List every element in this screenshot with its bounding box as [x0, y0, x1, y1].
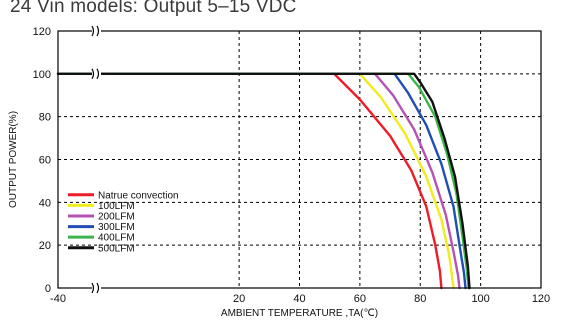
legend-label: Natrue convection — [98, 190, 179, 201]
y-axis-label: OUTPUT POWER(%) — [8, 111, 19, 208]
x-tick-label: 80 — [414, 293, 426, 305]
series-line-200lfm — [56, 72, 461, 290]
series-line-400lfm — [56, 72, 470, 290]
x-tick-label: 20 — [233, 293, 245, 305]
legend-label: 400LFM — [98, 233, 135, 244]
legend-label: 300LFM — [98, 222, 135, 233]
y-tick-label: 20 — [39, 240, 51, 252]
axis-break-gap — [92, 282, 101, 294]
axis-break-mark — [91, 25, 100, 37]
y-tick-label: 60 — [39, 155, 51, 167]
legend: Natrue convection100LFM200LFM300LFM400LF… — [68, 190, 179, 254]
axis-break-mark — [91, 68, 100, 80]
axis-break-marks — [91, 25, 101, 294]
legend-label: 100LFM — [98, 201, 135, 212]
series-lines — [56, 72, 471, 290]
y-tick-label: 40 — [39, 197, 51, 209]
axis-break-mark — [91, 282, 100, 294]
y-tick-label: 100 — [33, 69, 51, 81]
plot-frame — [57, 30, 542, 289]
series-line-100lfm — [56, 72, 455, 290]
x-tick-label: -40 — [50, 293, 66, 305]
legend-label: 500LFM — [98, 243, 135, 254]
legend-label: 200LFM — [98, 211, 135, 222]
chart-title: 24 Vin models: Output 5–15 VDC — [10, 0, 297, 17]
axis-break-gap — [92, 25, 101, 37]
x-tick-label: 60 — [354, 293, 366, 305]
axis-break-gap — [92, 67, 101, 80]
series-line-300lfm — [56, 72, 467, 290]
x-tick-label: 120 — [532, 293, 550, 305]
series-line-natrue-convection — [56, 72, 443, 290]
y-tick-label: 80 — [39, 112, 51, 124]
tick-labels: -40 20 40 60 80 100 120 0 20 40 60 80 100 120 — [33, 26, 551, 305]
y-tick-label: 0 — [45, 283, 51, 295]
x-tick-label: 40 — [293, 293, 305, 305]
series-line-500lfm — [56, 72, 471, 290]
y-tick-label: 120 — [33, 26, 51, 38]
x-axis-label: AMBIENT TEMPERATURE ,TA(℃) — [221, 308, 378, 319]
x-tick-label: 100 — [471, 293, 489, 305]
